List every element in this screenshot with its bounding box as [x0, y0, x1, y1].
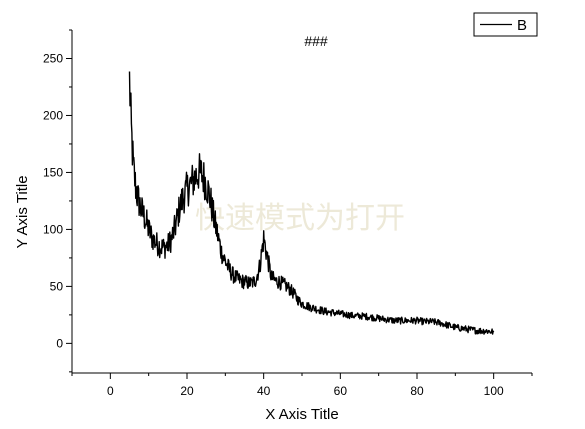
- watermark-text: 快速模式为打开: [195, 201, 405, 236]
- y-tick-label: 100: [43, 222, 63, 236]
- legend: B: [473, 12, 538, 37]
- x-tick-label: 0: [107, 384, 114, 398]
- y-tick-label: 0: [56, 336, 63, 350]
- chart-title: ###: [304, 33, 328, 49]
- x-tick-label: 40: [257, 384, 271, 398]
- legend-label-b: B: [517, 17, 527, 34]
- x-axis-title: X Axis Title: [265, 406, 338, 423]
- y-tick-label: 250: [43, 51, 63, 65]
- series-b-line: [128, 71, 495, 335]
- x-tick-label: 100: [484, 384, 504, 398]
- y-tick-label: 200: [43, 108, 63, 122]
- y-axis-title: Y Axis Title: [14, 175, 31, 248]
- ticks: 0 20 40 60 80 100 0 50 100 150 200 250: [43, 29, 533, 398]
- x-tick-label: 20: [180, 384, 194, 398]
- y-tick-label: 150: [43, 165, 63, 179]
- x-tick-label: 80: [410, 384, 424, 398]
- y-tick-label: 50: [50, 279, 64, 293]
- x-tick-label: 60: [334, 384, 348, 398]
